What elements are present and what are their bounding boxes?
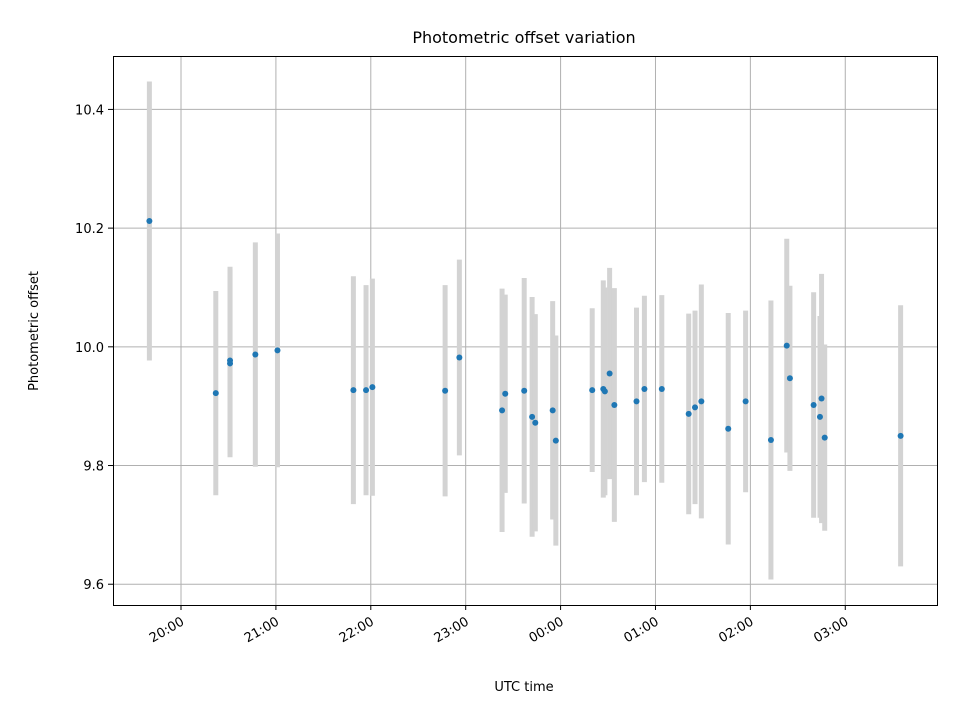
data-point	[725, 425, 732, 432]
data-point	[821, 434, 828, 441]
grid	[113, 56, 937, 605]
y-tick-label: 10.2	[75, 222, 104, 237]
x-tick-label: 21:00	[242, 614, 282, 646]
x-tick-label: 02:00	[716, 614, 756, 646]
data-point	[816, 413, 823, 420]
x-tick-label: 22:00	[337, 614, 377, 646]
data-point	[742, 398, 749, 405]
data-point	[633, 398, 640, 405]
data-point	[767, 437, 774, 444]
data-point	[641, 385, 648, 392]
data-point	[350, 387, 357, 394]
data-point	[227, 360, 234, 367]
data-point	[252, 351, 259, 358]
x-tick-label: 23:00	[432, 614, 472, 646]
data-point	[369, 384, 376, 391]
data-points	[146, 217, 904, 444]
data-point	[692, 404, 699, 411]
y-axis-label: Photometric offset	[27, 271, 42, 391]
data-point	[274, 347, 281, 354]
chart-title: Photometric offset variation	[412, 28, 635, 47]
data-point	[212, 390, 219, 397]
data-point	[818, 395, 825, 402]
x-tick-label: 00:00	[527, 614, 567, 646]
data-point	[502, 390, 509, 397]
y-tick-label: 9.8	[83, 460, 104, 475]
data-point	[601, 388, 608, 395]
data-point	[786, 375, 793, 382]
data-point	[897, 432, 904, 439]
data-point	[549, 407, 556, 414]
data-point	[456, 354, 463, 361]
x-tick-label: 01:00	[622, 614, 662, 646]
data-point	[698, 398, 705, 405]
data-point	[499, 407, 506, 414]
y-axis-ticks: 9.6 9.8 10.0 10.2 10.4	[75, 103, 113, 593]
data-point	[783, 342, 790, 349]
plot-frame	[113, 56, 938, 606]
data-point	[363, 387, 370, 394]
data-point	[589, 387, 596, 394]
x-tick-label: 03:00	[811, 614, 851, 646]
x-tick-label: 20:00	[147, 614, 187, 646]
data-point	[521, 387, 528, 394]
data-point	[146, 217, 153, 224]
data-point	[810, 401, 817, 408]
errorbars	[146, 81, 904, 580]
data-point	[552, 437, 559, 444]
y-tick-label: 10.0	[75, 341, 104, 356]
data-point	[658, 385, 665, 392]
y-tick-label: 10.4	[75, 103, 104, 118]
y-tick-label: 9.6	[83, 578, 104, 593]
data-point	[529, 413, 536, 420]
x-axis-ticks: 20:00 21:00 22:00 23:00 00:00 01:00 02:00 03:00	[147, 605, 851, 646]
x-axis-label: UTC time	[494, 680, 553, 695]
data-point	[442, 387, 449, 394]
data-point	[611, 401, 618, 408]
data-point	[606, 370, 613, 377]
data-point	[685, 410, 692, 417]
data-point	[532, 419, 539, 426]
